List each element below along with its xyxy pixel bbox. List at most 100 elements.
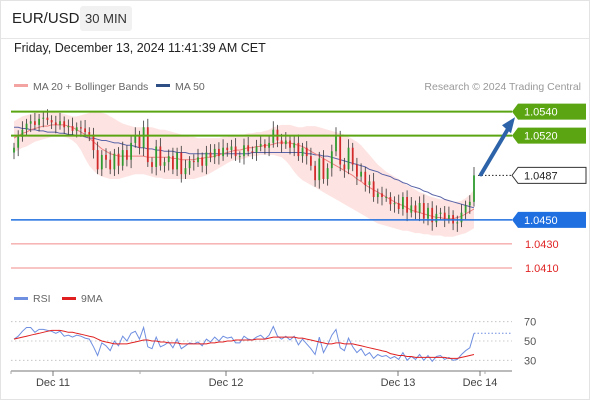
candle-down bbox=[343, 164, 346, 170]
candle-up bbox=[464, 205, 467, 213]
candle-up bbox=[38, 118, 40, 125]
candle-down bbox=[351, 147, 354, 165]
candle-up bbox=[176, 152, 178, 170]
candle-down bbox=[310, 156, 312, 166]
candle-up bbox=[468, 201, 471, 206]
candle-up bbox=[293, 142, 296, 148]
candle-up bbox=[29, 121, 32, 124]
candle-down bbox=[54, 122, 57, 125]
candle-down bbox=[63, 121, 66, 128]
candle-up bbox=[326, 168, 329, 179]
resistance-label: 1.0520 bbox=[524, 131, 558, 143]
candle-up bbox=[205, 152, 208, 166]
candle-up bbox=[368, 181, 371, 185]
candle-up bbox=[460, 212, 463, 223]
time-tick-label: Dec 12 bbox=[209, 377, 244, 389]
candle-down bbox=[234, 146, 237, 157]
rsi-line bbox=[13, 325, 475, 363]
resistance-label: 1.0540 bbox=[524, 107, 558, 119]
time-tick-label: Dec 11 bbox=[36, 377, 70, 389]
candle-down bbox=[92, 134, 95, 151]
projection-arrow-head bbox=[502, 117, 515, 134]
candle-up bbox=[435, 213, 438, 223]
candle-up bbox=[439, 212, 442, 214]
candle-up bbox=[448, 215, 450, 219]
candle-down bbox=[406, 197, 408, 213]
candle-up bbox=[410, 205, 413, 213]
candle-up bbox=[113, 153, 116, 170]
candle-down bbox=[443, 212, 446, 219]
candle-up bbox=[121, 150, 124, 166]
instrument-title: EUR/USD bbox=[12, 10, 80, 27]
candle-up bbox=[347, 147, 350, 170]
candle-up bbox=[21, 129, 24, 137]
candle-up bbox=[17, 136, 20, 148]
candle-down bbox=[247, 145, 250, 152]
candle-down bbox=[297, 142, 300, 157]
candle-down bbox=[414, 205, 417, 213]
candle-up bbox=[418, 203, 421, 213]
rsi-tick-label: 30 bbox=[524, 355, 536, 367]
candle-up bbox=[75, 127, 78, 131]
candle-up bbox=[13, 147, 15, 153]
candle-down bbox=[84, 128, 86, 133]
resistance-label-tag bbox=[512, 103, 586, 120]
candle-up bbox=[67, 126, 70, 128]
ma50-legend-swatch bbox=[156, 84, 170, 87]
projection-arrow-shaft bbox=[479, 125, 511, 177]
candle-up bbox=[100, 154, 103, 170]
candle-down bbox=[389, 197, 392, 205]
candle-up bbox=[243, 145, 245, 157]
current-price-label: 1.0487 bbox=[524, 170, 558, 182]
candle-down bbox=[226, 147, 229, 151]
timeframe-button[interactable]: 30 MIN bbox=[80, 6, 132, 31]
candle-down bbox=[34, 121, 36, 125]
candle-up bbox=[238, 156, 241, 158]
candle-down bbox=[192, 160, 195, 163]
candle-up bbox=[142, 127, 145, 148]
candle-down bbox=[305, 147, 308, 157]
candle-down bbox=[381, 193, 383, 198]
candle-down bbox=[372, 181, 375, 198]
rsi-ma-legend-label: 9MA bbox=[81, 293, 103, 305]
candle-down bbox=[126, 150, 128, 160]
candle-down bbox=[180, 152, 183, 175]
report-datetime: Friday, December 13, 2024 11:41:39 AM CE… bbox=[14, 41, 266, 55]
candle-down bbox=[80, 127, 82, 129]
candle-up bbox=[360, 171, 362, 177]
candle-up bbox=[155, 146, 158, 167]
support-label-tag bbox=[512, 211, 586, 228]
candle-down bbox=[50, 120, 53, 123]
candle-up bbox=[213, 148, 216, 158]
candle-down bbox=[289, 140, 291, 148]
time-axis: Dec 11 Dec 12 Dec 13 Dec 14 bbox=[10, 370, 512, 389]
candle-up bbox=[393, 203, 396, 205]
candle-down bbox=[146, 127, 149, 163]
candle-up bbox=[318, 158, 321, 181]
candle-down bbox=[172, 156, 174, 170]
ma20-legend-swatch bbox=[14, 84, 28, 87]
ma50-legend-label: MA 50 bbox=[175, 81, 205, 93]
candle-up bbox=[188, 160, 191, 169]
candle-up bbox=[301, 147, 304, 157]
candle-up bbox=[222, 147, 224, 157]
header-bar: EUR/USD 30 MIN bbox=[0, 0, 590, 39]
rsi-plot: 30 50 70 bbox=[11, 317, 536, 367]
candle-down bbox=[322, 158, 325, 179]
support-label: 1.0450 bbox=[524, 215, 558, 227]
price-plot bbox=[13, 109, 475, 237]
candle-down bbox=[109, 159, 112, 170]
candle-down bbox=[105, 154, 107, 160]
price-levels: 1.0540 1.0520 1.0487 1.0450 1.0430 1.0410 bbox=[11, 103, 587, 275]
candle-up bbox=[25, 123, 28, 130]
candle-down bbox=[201, 157, 204, 166]
candle-down bbox=[88, 132, 91, 135]
candle-up bbox=[134, 135, 137, 143]
time-tick-label: Dec 13 bbox=[381, 377, 416, 389]
candle-down bbox=[314, 165, 316, 181]
time-tick-label: Dec 14 bbox=[463, 377, 498, 389]
candle-down bbox=[138, 135, 141, 148]
candle-down bbox=[218, 148, 220, 157]
candle-down bbox=[251, 151, 254, 153]
